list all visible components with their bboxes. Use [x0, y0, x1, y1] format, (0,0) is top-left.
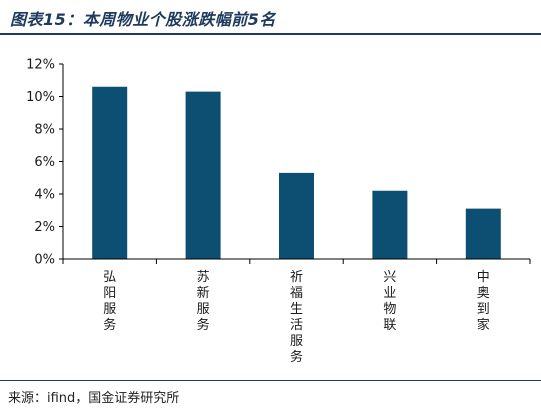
y-tick-label: 6%	[34, 155, 55, 170]
plot-area: 0% 2% 4% 6% 8% 10% 12% 弘阳服务 苏新服务 祈福生活服务 兴业物联 中奥到家	[26, 58, 531, 365]
bar	[465, 208, 501, 259]
bar	[185, 91, 221, 259]
y-tick-label: 10%	[26, 90, 55, 105]
y-tick-label: 2%	[34, 220, 55, 235]
y-tick-label: 0%	[34, 253, 55, 268]
x-tick-label: 弘阳服务	[103, 270, 116, 333]
x-tick-label: 苏新服务	[197, 269, 210, 333]
y-tick-label: 4%	[34, 188, 55, 203]
bar	[279, 172, 314, 259]
title-divider	[0, 33, 541, 35]
source-note: 来源：ifind，国金证券研究所	[8, 391, 180, 406]
x-tick-label: 兴业物联	[383, 270, 396, 333]
bar	[92, 86, 128, 259]
bar	[372, 190, 408, 259]
source-divider	[0, 380, 541, 381]
y-tick-label: 12%	[26, 58, 55, 73]
y-tick-label: 8%	[34, 123, 55, 138]
chart-title: 图表15：本周物业个股涨跌幅前5名	[10, 10, 276, 29]
bar-chart: 0% 2% 4% 6% 8% 10% 12% 弘阳服务 苏新服务 祈福生活服务 兴业物联 中奥到家	[26, 58, 531, 365]
x-tick-label: 中奥到家	[477, 270, 490, 333]
x-tick-label: 祈福生活服务	[290, 270, 303, 365]
